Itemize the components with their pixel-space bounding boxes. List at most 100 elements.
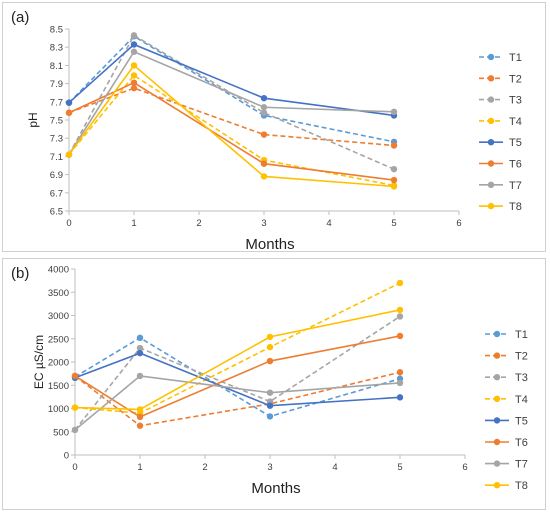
x-axis-title: Months	[245, 236, 294, 251]
series-T8	[71, 306, 404, 413]
data-point-T7	[71, 426, 79, 434]
series-line-T1	[68, 35, 395, 143]
data-point-T6	[396, 332, 404, 340]
data-point-T7	[390, 108, 398, 116]
series-line-T7	[74, 375, 401, 431]
legend-swatch-marker	[493, 482, 501, 489]
legend-label: T3	[509, 95, 522, 107]
series-line-T4	[68, 74, 395, 187]
data-point-T3	[396, 313, 404, 320]
legend-entry-T5: T5	[479, 137, 522, 149]
data-point-T2	[260, 131, 268, 138]
y-tick-label: 2500	[48, 334, 69, 345]
legend-swatch-marker	[487, 96, 495, 103]
y-tick-label: 3500	[48, 288, 69, 299]
x-tick-label: 3	[267, 462, 272, 473]
data-point-T8	[136, 406, 144, 413]
x-tick-label: 1	[131, 218, 136, 229]
data-point-T2	[396, 369, 404, 376]
x-tick-label: 0	[72, 462, 77, 473]
series-T7	[71, 372, 404, 434]
data-point-T5	[266, 402, 274, 409]
y-tick-label: 6.7	[50, 188, 63, 199]
legend-label: T2	[509, 73, 522, 85]
y-tick-label: 7.7	[50, 97, 63, 108]
y-tick-label: 8.5	[50, 25, 63, 36]
x-tick-label: 5	[397, 462, 402, 473]
series-line-T3	[74, 315, 401, 431]
x-axis-title: Months	[251, 480, 300, 497]
data-point-T6	[260, 160, 268, 167]
legend-entry-T3: T3	[479, 95, 522, 107]
data-point-T6	[136, 413, 144, 421]
legend-label: T6	[509, 159, 522, 171]
series-T8	[65, 62, 398, 190]
y-axis-title: EC µS/cm	[32, 335, 46, 389]
data-point-T5	[65, 99, 73, 106]
y-tick-label: 6.5	[50, 207, 63, 218]
data-point-T3	[130, 32, 138, 39]
series-line-T3	[68, 34, 395, 170]
data-point-T7	[136, 372, 144, 380]
series-line-T7	[68, 50, 395, 156]
data-point-T6	[266, 357, 274, 365]
series-line-T1	[74, 336, 401, 418]
y-tick-label: 8.1	[50, 61, 63, 72]
legend-entry-T6: T6	[485, 437, 528, 449]
data-point-T5	[130, 41, 138, 48]
data-point-T1	[266, 413, 274, 420]
y-tick-label: 7.1	[50, 152, 63, 163]
series-T2	[71, 369, 404, 429]
series-T4	[71, 279, 404, 417]
data-point-T7	[396, 379, 404, 387]
legend-entry-T6: T6	[479, 159, 522, 171]
y-tick-label: 1000	[48, 404, 69, 415]
legend-entry-T2: T2	[485, 351, 528, 363]
series-line-T2	[74, 371, 401, 427]
data-point-T8	[390, 183, 398, 190]
series-line-T5	[68, 43, 395, 117]
y-tick-label: 7.5	[50, 116, 63, 127]
y-tick-label: 3000	[48, 311, 69, 322]
data-point-T6	[65, 109, 73, 116]
legend-entry-T8: T8	[479, 201, 522, 213]
data-point-T1	[136, 334, 144, 342]
legend-label: T1	[515, 329, 528, 341]
legend-swatch-marker	[487, 117, 495, 125]
legend-label: T7	[515, 459, 528, 471]
legend-entry-T8: T8	[485, 480, 528, 492]
data-point-T8	[71, 404, 79, 411]
data-point-T6	[130, 79, 138, 86]
x-tick-label: 5	[391, 218, 396, 229]
y-tick-label: 7.3	[50, 134, 63, 145]
data-point-T8	[65, 151, 73, 158]
y-tick-label: 0	[64, 451, 69, 462]
x-tick-label: 4	[326, 218, 331, 229]
x-tick-label: 1	[137, 462, 142, 473]
data-point-T8	[130, 62, 138, 69]
y-tick-label: 8.3	[50, 43, 63, 54]
data-point-T8	[266, 333, 274, 341]
legend-swatch-marker	[493, 352, 501, 359]
data-point-T2	[390, 142, 398, 149]
series-line-T6	[68, 81, 395, 181]
series-T5	[71, 349, 404, 409]
series-T6	[65, 79, 398, 184]
y-tick-label: 2000	[48, 358, 69, 369]
x-tick-label: 6	[462, 462, 467, 473]
y-tick-label: 1500	[48, 381, 69, 392]
legend-label: T7	[509, 180, 522, 192]
legend-label: T4	[515, 394, 528, 406]
legend-swatch-marker	[487, 181, 495, 188]
data-point-T5	[260, 94, 268, 102]
series-T5	[65, 41, 398, 119]
x-tick-label: 2	[202, 462, 207, 473]
data-point-T8	[260, 173, 268, 180]
legend-swatch-marker	[487, 202, 495, 210]
legend-swatch-marker	[493, 460, 501, 467]
legend-entry-T1: T1	[479, 52, 522, 64]
series-line-T2	[68, 87, 395, 147]
legend-swatch-marker	[487, 160, 495, 167]
legend-swatch-marker	[487, 75, 495, 82]
legend-swatch-marker	[493, 395, 501, 402]
